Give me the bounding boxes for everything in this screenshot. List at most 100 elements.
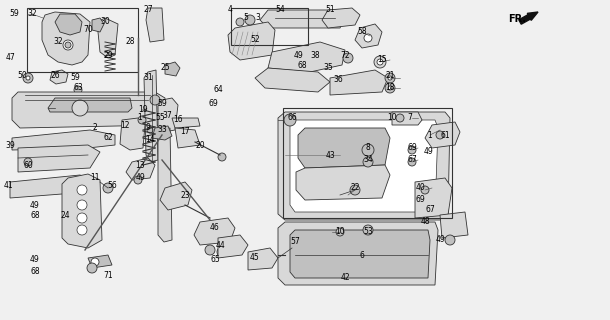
Text: 72: 72 (340, 51, 350, 60)
Polygon shape (12, 130, 115, 150)
Text: 57: 57 (290, 237, 300, 246)
Text: 2: 2 (93, 124, 98, 132)
Text: 28: 28 (125, 37, 135, 46)
Polygon shape (144, 70, 158, 162)
Text: 47: 47 (5, 53, 15, 62)
Text: 49: 49 (135, 173, 145, 182)
Text: 64: 64 (213, 85, 223, 94)
Circle shape (147, 127, 153, 133)
Polygon shape (298, 128, 390, 168)
Circle shape (364, 34, 372, 42)
Polygon shape (50, 70, 68, 84)
Text: 67: 67 (425, 205, 435, 214)
Polygon shape (55, 14, 82, 35)
Polygon shape (392, 112, 422, 125)
Text: 31: 31 (143, 73, 153, 82)
Text: 23: 23 (180, 190, 190, 199)
Polygon shape (175, 128, 200, 148)
Circle shape (77, 185, 87, 195)
Text: 8: 8 (365, 143, 370, 153)
Text: 69: 69 (415, 196, 425, 204)
Text: 48: 48 (420, 218, 430, 227)
Polygon shape (152, 126, 172, 140)
Polygon shape (268, 42, 345, 72)
Circle shape (87, 263, 97, 273)
Circle shape (336, 228, 344, 236)
Text: 59: 59 (70, 73, 80, 82)
Bar (231, 8, 308, 45)
Circle shape (284, 114, 296, 126)
Polygon shape (48, 98, 132, 112)
Polygon shape (165, 62, 180, 76)
Text: 18: 18 (386, 83, 395, 92)
Text: 32: 32 (53, 37, 63, 46)
Polygon shape (290, 120, 438, 212)
Bar (283, 108, 452, 218)
Text: 16: 16 (173, 116, 183, 124)
Text: 65: 65 (210, 255, 220, 265)
Text: 50: 50 (17, 70, 27, 79)
Polygon shape (126, 158, 155, 180)
Text: 43: 43 (325, 150, 335, 159)
Polygon shape (88, 255, 112, 268)
Polygon shape (228, 22, 275, 60)
Text: 41: 41 (3, 180, 13, 189)
Polygon shape (160, 182, 192, 210)
Text: 14: 14 (145, 135, 155, 145)
Circle shape (287, 243, 297, 253)
Polygon shape (172, 118, 200, 128)
Polygon shape (355, 24, 382, 48)
Polygon shape (120, 118, 145, 150)
Circle shape (65, 42, 71, 48)
Polygon shape (330, 70, 388, 95)
Circle shape (388, 86, 392, 90)
Polygon shape (97, 18, 118, 58)
Text: 71: 71 (103, 271, 113, 281)
Text: 1: 1 (428, 131, 432, 140)
Text: 51: 51 (325, 5, 335, 14)
Circle shape (385, 73, 395, 83)
Circle shape (377, 59, 383, 65)
Text: FR.: FR. (508, 14, 526, 24)
Text: 62: 62 (103, 133, 113, 142)
Text: 49: 49 (293, 51, 303, 60)
Text: 1: 1 (138, 114, 142, 123)
Circle shape (77, 225, 87, 235)
Text: 24: 24 (60, 211, 70, 220)
Text: 33: 33 (157, 125, 167, 134)
Polygon shape (425, 122, 460, 148)
Text: 36: 36 (333, 76, 343, 84)
Text: 12: 12 (120, 121, 130, 130)
Text: 29: 29 (103, 51, 113, 60)
Circle shape (77, 213, 87, 223)
Text: 30: 30 (100, 18, 110, 27)
Text: 15: 15 (377, 55, 387, 65)
Text: 49: 49 (423, 148, 433, 156)
Text: 58: 58 (357, 28, 367, 36)
Text: 44: 44 (215, 241, 225, 250)
Polygon shape (18, 145, 100, 172)
Text: 9: 9 (146, 124, 151, 132)
Text: 11: 11 (90, 173, 100, 182)
Circle shape (23, 73, 33, 83)
Polygon shape (248, 248, 278, 270)
Text: 7: 7 (407, 114, 412, 123)
Circle shape (63, 40, 73, 50)
Text: 63: 63 (73, 84, 83, 92)
Text: 60: 60 (23, 161, 33, 170)
Text: 55: 55 (155, 114, 165, 123)
Circle shape (138, 116, 146, 124)
Polygon shape (12, 92, 165, 128)
Polygon shape (290, 230, 430, 278)
Text: 13: 13 (135, 161, 145, 170)
Circle shape (74, 86, 82, 94)
Polygon shape (440, 212, 468, 238)
Text: 35: 35 (323, 63, 333, 73)
Text: 69: 69 (407, 143, 417, 153)
Polygon shape (415, 178, 452, 218)
Text: 68: 68 (30, 211, 40, 220)
Circle shape (217, 247, 227, 257)
Text: 68: 68 (297, 60, 307, 69)
Text: 49: 49 (30, 255, 40, 265)
Text: 21: 21 (386, 70, 395, 79)
